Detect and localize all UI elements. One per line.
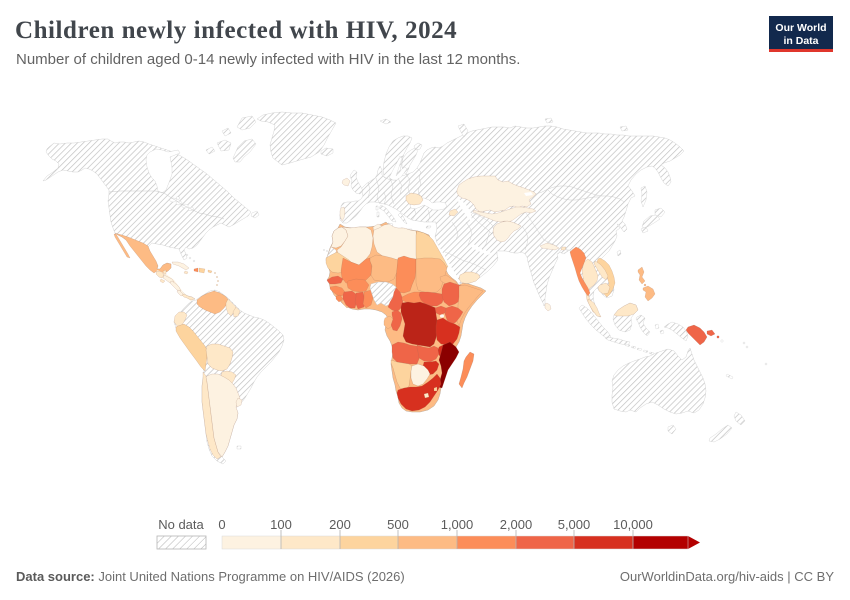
svg-text:10,000: 10,000 [613, 517, 653, 532]
svg-text:100: 100 [270, 517, 292, 532]
svg-text:200: 200 [329, 517, 351, 532]
svg-text:5,000: 5,000 [558, 517, 591, 532]
svg-text:No data: No data [158, 517, 204, 532]
svg-text:0: 0 [218, 517, 225, 532]
svg-text:1,000: 1,000 [441, 517, 474, 532]
svg-text:2,000: 2,000 [500, 517, 533, 532]
svg-text:500: 500 [387, 517, 409, 532]
